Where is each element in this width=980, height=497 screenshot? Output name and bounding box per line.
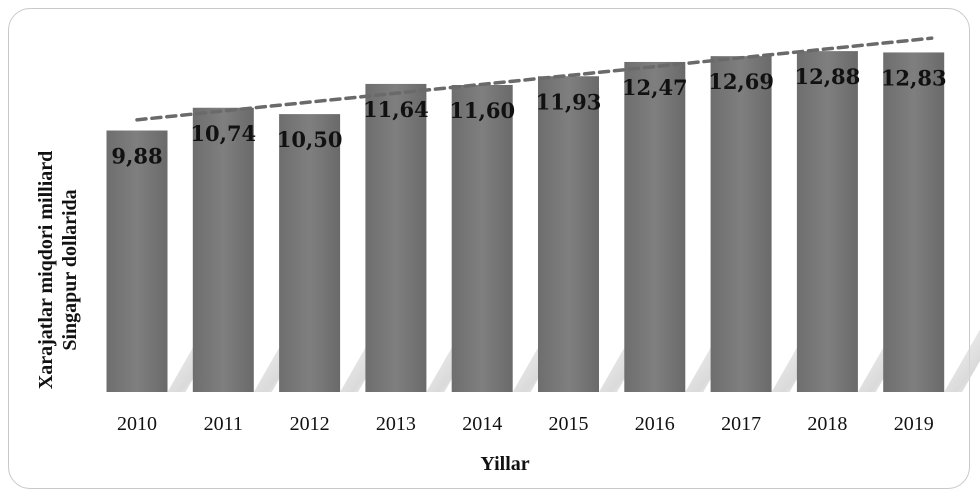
bar-2019 bbox=[883, 52, 945, 393]
bar-shadow bbox=[944, 329, 980, 392]
bar-2015 bbox=[538, 76, 599, 393]
bar-2010 bbox=[106, 130, 168, 392]
x-tick-2017: 2017 bbox=[721, 413, 761, 435]
bar-2012 bbox=[279, 114, 341, 393]
data-label-2013: 11,64 bbox=[363, 97, 429, 122]
x-tick-2012: 2012 bbox=[290, 413, 330, 435]
data-label-2017: 12,69 bbox=[708, 69, 774, 94]
data-label-2012: 10,50 bbox=[277, 127, 343, 152]
trendline bbox=[135, 36, 934, 122]
x-tick-2013: 2013 bbox=[376, 413, 416, 435]
x-tick-2018: 2018 bbox=[807, 413, 847, 435]
y-axis-title-line-2: Singapur dollarida bbox=[59, 189, 81, 350]
data-label-2018: 12,88 bbox=[795, 64, 861, 89]
bar-2013 bbox=[365, 83, 427, 392]
x-tick-2019: 2019 bbox=[894, 413, 934, 435]
bar-2016 bbox=[624, 61, 686, 392]
x-tick-2016: 2016 bbox=[635, 413, 675, 435]
data-label-2010: 9,88 bbox=[111, 144, 162, 169]
x-tick-labels: 2010 2011 2012 2013 2014 2015 2016 2017 2018 2019 bbox=[117, 413, 934, 435]
data-label-2016: 12,47 bbox=[622, 75, 688, 100]
y-axis-title: Xarajatlar miqdori milliard Singapur dol… bbox=[35, 151, 81, 390]
x-tick-2011: 2011 bbox=[204, 413, 243, 435]
bar-2014 bbox=[451, 84, 513, 392]
x-tick-2010: 2010 bbox=[117, 413, 157, 435]
data-labels: 9,88 10,74 10,50 11,64 11,60 11,93 12,47 12,69 1… bbox=[111, 64, 946, 168]
bar-2018 bbox=[796, 51, 858, 393]
data-label-2015: 11,93 bbox=[536, 89, 602, 114]
x-axis-title-background bbox=[432, 448, 582, 478]
data-label-2011: 10,74 bbox=[190, 121, 256, 146]
bar-2011 bbox=[192, 107, 254, 392]
x-tick-2015: 2015 bbox=[549, 413, 589, 435]
bar-2017 bbox=[710, 56, 772, 393]
data-label-2014: 11,60 bbox=[449, 98, 515, 123]
x-tick-2014: 2014 bbox=[462, 413, 502, 435]
x-axis-title: Yillar bbox=[480, 453, 529, 475]
y-axis-title-line-1: Xarajatlar miqdori milliard bbox=[35, 151, 57, 390]
bars bbox=[106, 51, 945, 393]
data-label-2019: 12,83 bbox=[881, 65, 947, 90]
trend-line bbox=[135, 36, 934, 122]
